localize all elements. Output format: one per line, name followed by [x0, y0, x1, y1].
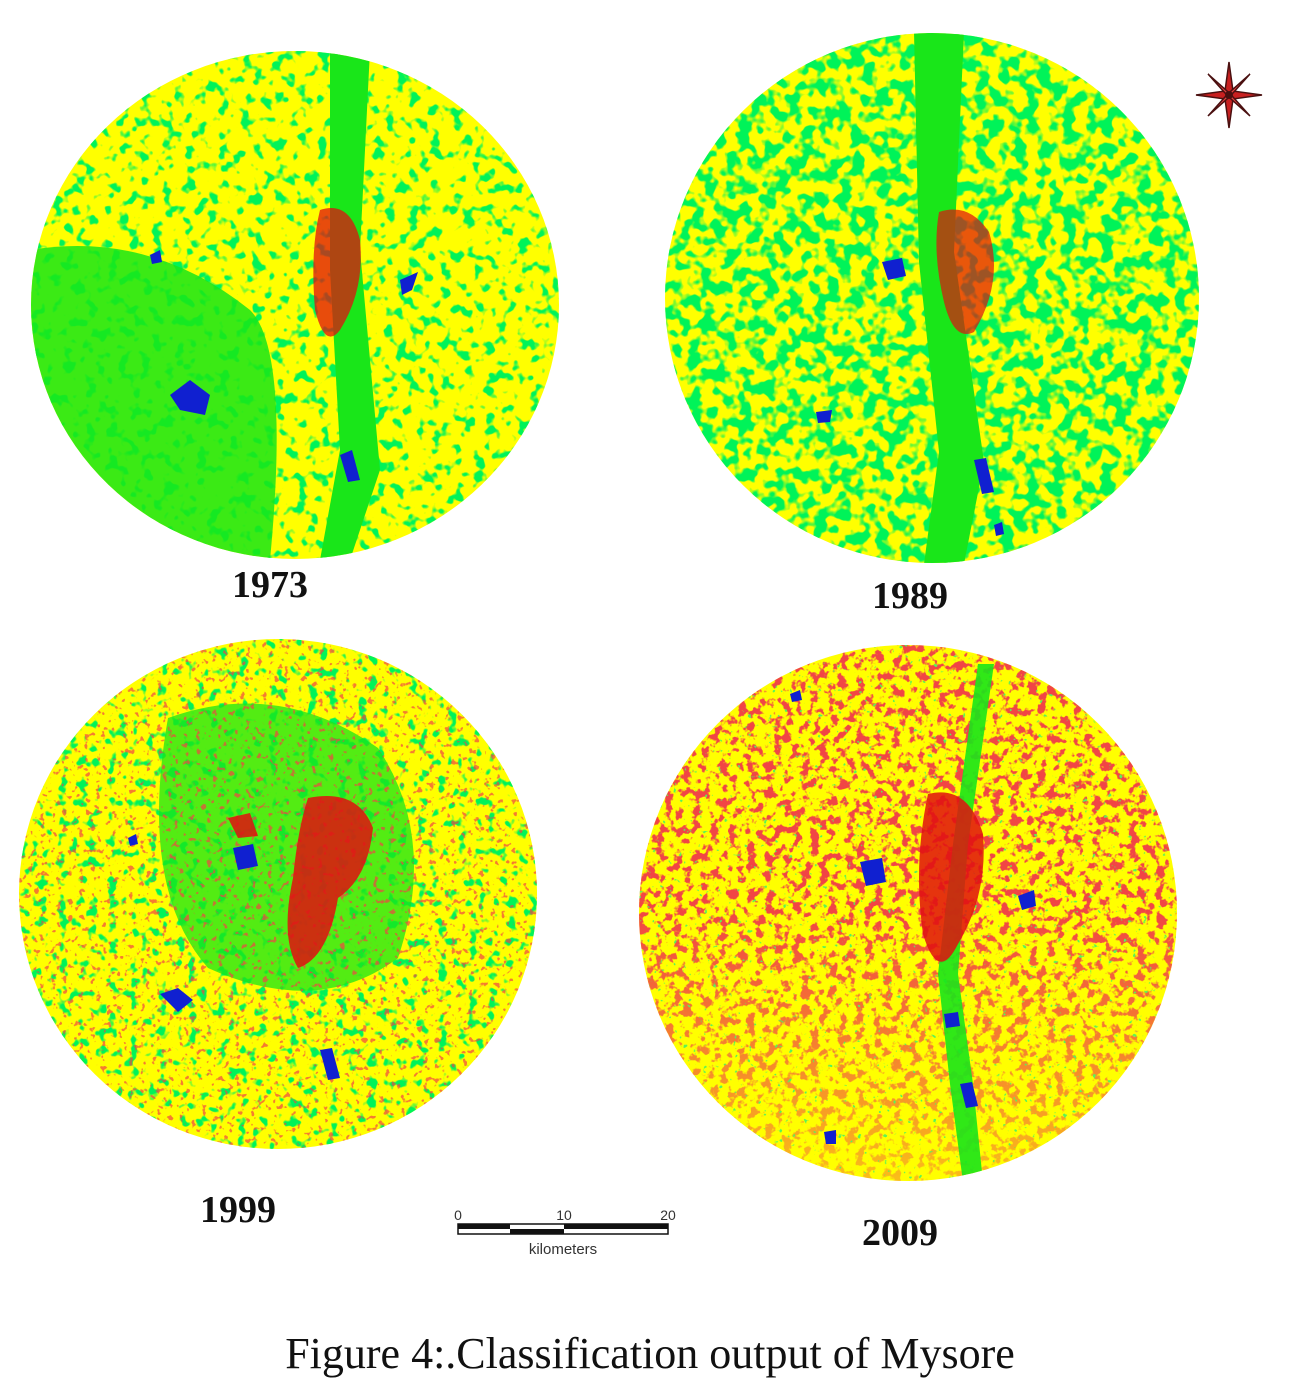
lake: [882, 258, 906, 280]
lake: [340, 450, 360, 482]
map-year-label: 1973: [232, 564, 308, 606]
scale-bar: 0 10 20 kilometers: [454, 1207, 676, 1258]
lake: [974, 458, 994, 494]
scale-tick-label: 10: [556, 1207, 572, 1223]
scale-bar-segment: [510, 1229, 564, 1234]
lake: [233, 844, 258, 870]
built-up-area: [287, 796, 373, 968]
map-2009: [639, 645, 1177, 1181]
scale-bar-segment: [564, 1224, 668, 1229]
lake: [816, 410, 832, 423]
north-arrow-icon: [1195, 61, 1263, 129]
map-year-label: 1989: [872, 575, 948, 617]
figure-caption: Figure 4:.Classification output of Mysor…: [285, 1329, 1015, 1378]
lake: [1018, 890, 1036, 910]
built-up-texture: [19, 639, 537, 1149]
built-up-area: [936, 209, 994, 334]
lake: [150, 250, 162, 264]
lake: [860, 858, 886, 886]
lake: [944, 1012, 960, 1028]
lake: [960, 1082, 978, 1108]
lake: [790, 690, 802, 702]
map-year-label: 1999: [200, 1189, 276, 1231]
map-1973: [31, 51, 559, 559]
scale-bar-segment: [458, 1224, 510, 1229]
scale-tick-label: 20: [660, 1207, 676, 1223]
lake: [128, 834, 138, 846]
built-up-area: [228, 813, 258, 838]
river-corridor: [938, 664, 994, 1181]
vegetation-texture: [639, 645, 1177, 1181]
lake: [400, 272, 418, 295]
lake: [160, 988, 193, 1012]
map-year-label: 2009: [862, 1212, 938, 1254]
scale-tick-label: 0: [454, 1207, 462, 1223]
lake: [824, 1130, 836, 1144]
built-up-area: [919, 792, 984, 962]
lake: [320, 1048, 340, 1080]
built-up-area: [313, 208, 361, 337]
lake: [170, 380, 210, 415]
map-1989: [665, 33, 1199, 563]
scale-unit-label: kilometers: [529, 1241, 597, 1258]
map-1999: [19, 639, 537, 1149]
lake: [994, 522, 1004, 536]
